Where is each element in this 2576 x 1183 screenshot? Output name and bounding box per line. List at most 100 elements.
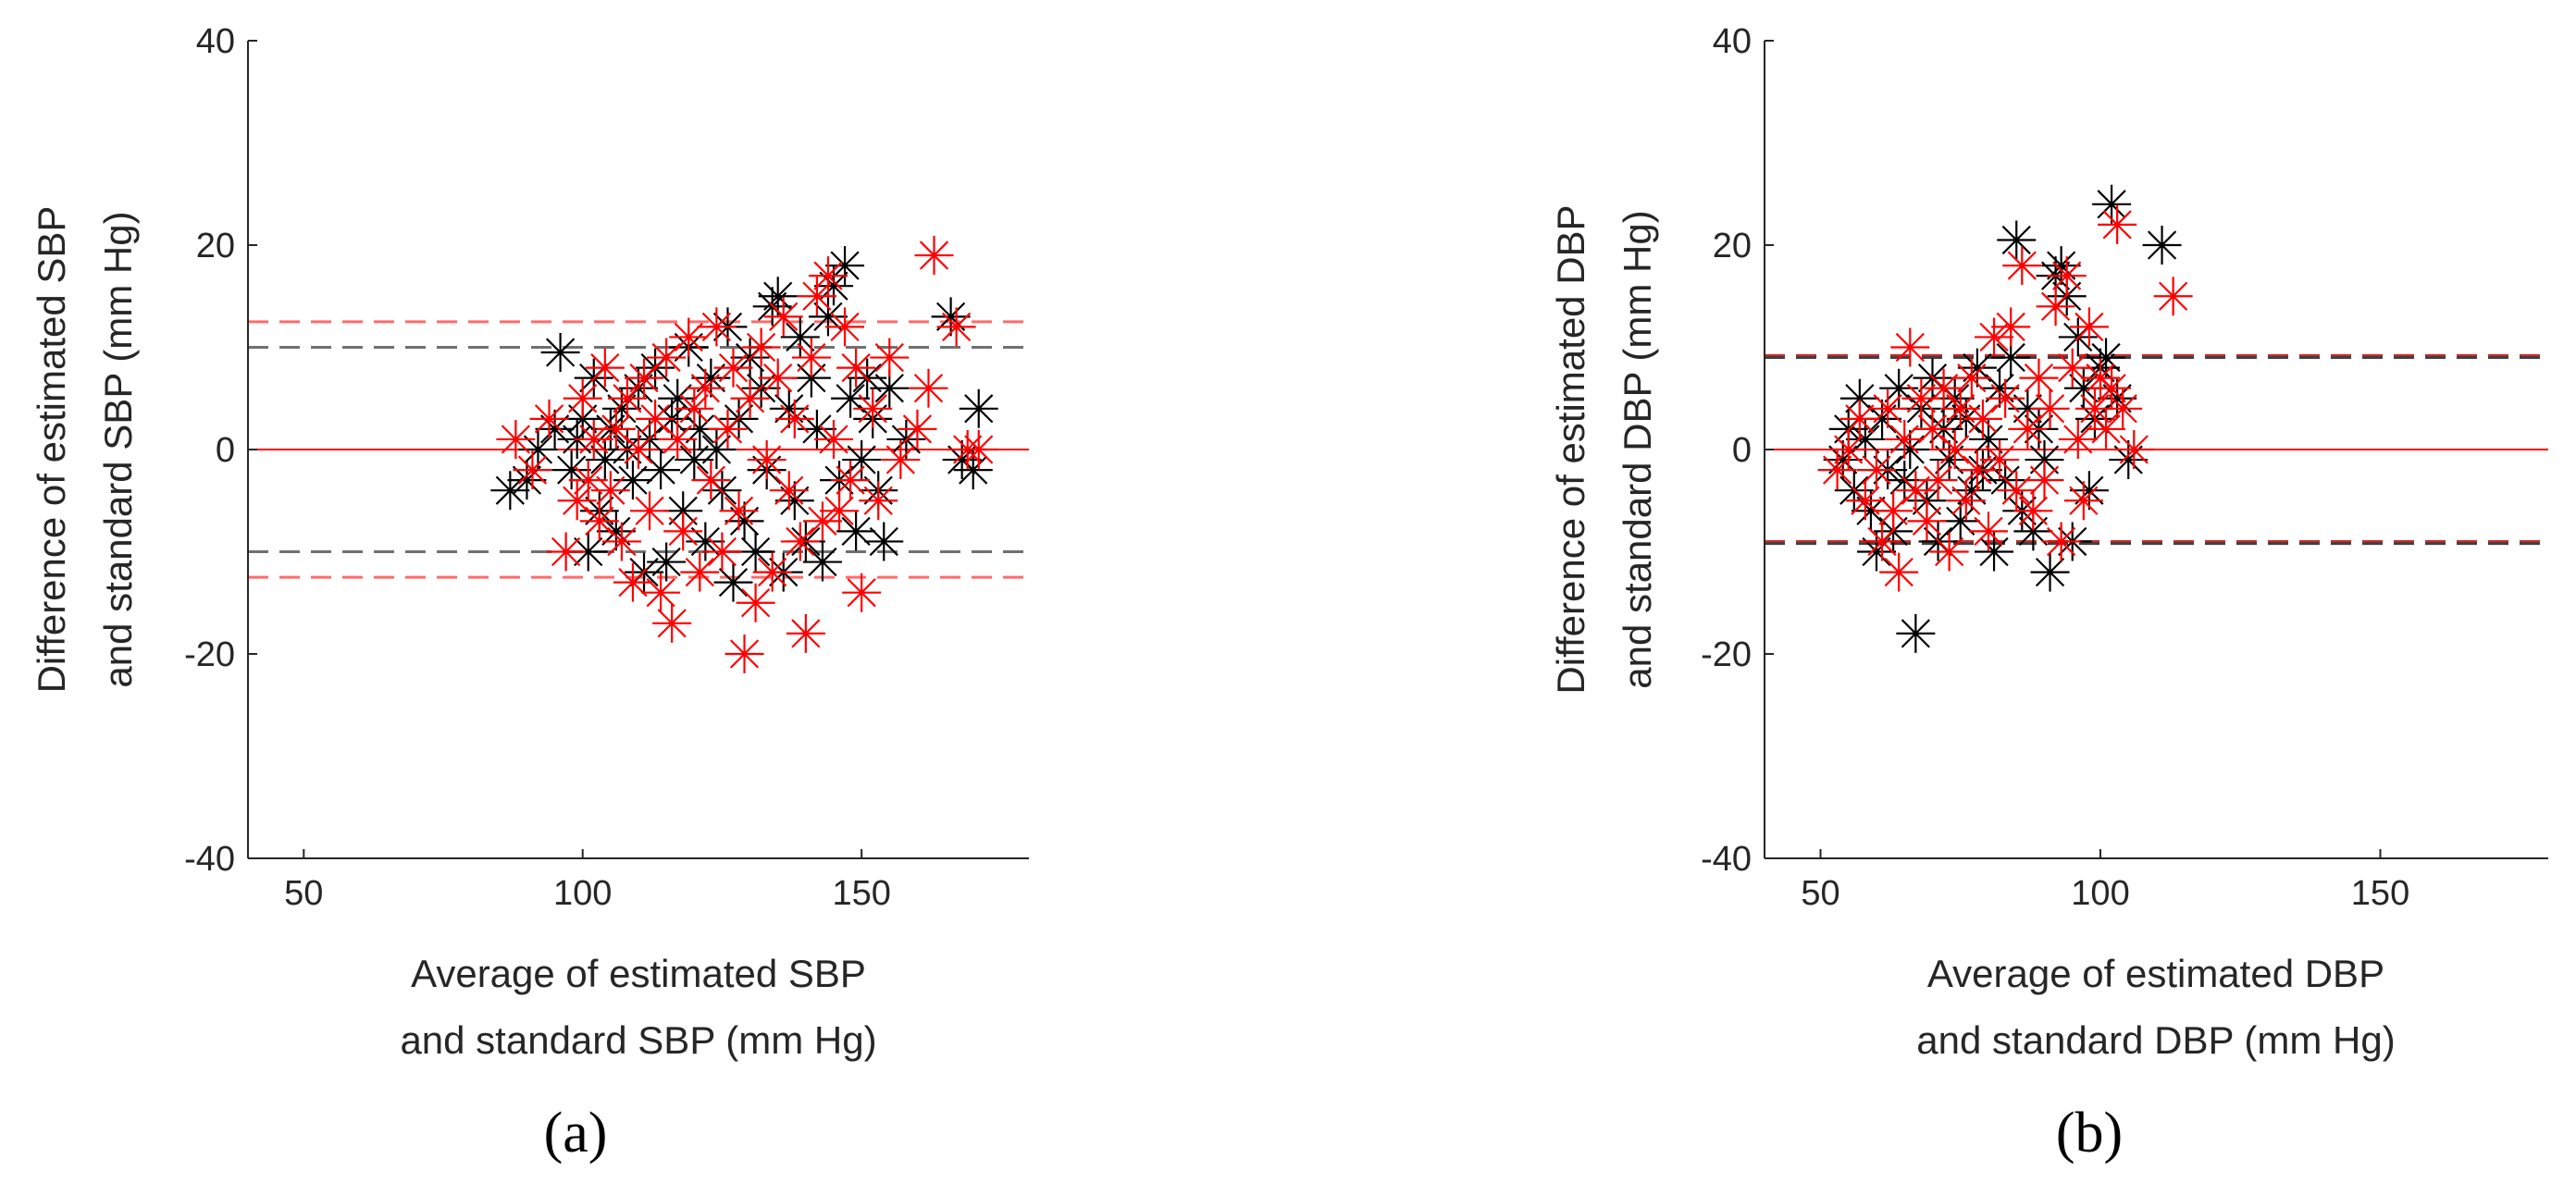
panel-a-black-point-61 [864,522,904,561]
panel-a-black-point-16 [613,461,652,500]
panel-a-black-point-7 [563,399,602,438]
panel-b-black-point-24 [1957,348,1997,388]
panel-b-red-point-9 [1885,419,1925,459]
panel-a-red-point-56 [853,388,893,428]
panel-a-red-point-49 [808,256,848,296]
panel-b-red-point-29 [1997,471,2037,511]
panel-a-black-point-57 [842,440,882,480]
panel-b-y-tick-label: 40 [1713,22,1752,61]
panel-a-red-point-4 [557,481,597,521]
panel-a-black-point-25 [663,491,703,531]
panel-a-red-point-51 [820,491,860,531]
panel-b-red-point-26 [1980,440,2020,480]
panel-a-red-point-57 [859,481,898,521]
panel-a-red-point-60 [898,409,937,449]
panel-a-black-point-13 [596,511,636,551]
panel-b-black-point-13 [1896,613,1936,653]
panel-a-black-point-14 [601,388,641,428]
panel-a-red-point-1 [513,450,552,490]
panel-a-black-point-36 [724,501,764,541]
panel-b-black-point-19 [1929,440,1969,480]
panel-b-y-tick-label: -20 [1701,635,1752,674]
panel-a-red-point-39 [752,552,792,592]
panel-b-black-point-26 [1969,419,2008,459]
panel-a-black-point-52 [814,266,853,306]
panel-b-red-point-4 [1857,450,1896,490]
panel-a-red-point-54 [836,348,876,388]
panel-b-black-point-37 [2030,552,2070,592]
panel-a-y-tick-label: 20 [196,227,235,265]
panel-a-black-point-30 [691,358,731,398]
panel-a-red-point-46 [791,338,831,377]
panel-b-x-label-line2: and standard DBP (mm Hg) [1916,1018,2395,1062]
panel-b-red-point-48 [2103,388,2143,428]
panel-b-red-point-13 [1907,501,1947,541]
panel-a-red-point-26 [680,552,720,592]
panel-b-red-point-50 [2153,277,2193,316]
panel-a-black-point-1 [507,461,547,500]
panel-b-red-point-43 [2074,388,2114,428]
panel-a-black-point-45 [774,481,814,521]
panel-b-red-point-12 [1901,378,1941,418]
panel-a-black-point-4 [540,333,580,373]
panel-b-black-point-3 [1839,378,1879,418]
panel-b-black-point-21 [1940,501,1980,541]
panel-b-red-point-18 [1935,430,1975,469]
panel-b-y-label-line2: and standard DBP (mm Hg) [1616,210,1659,688]
panel-a-red-point-31 [708,409,748,449]
panel-b-red-point-19 [1940,388,1980,428]
panel-b-red-point-2 [1839,399,1879,438]
panel-a-black-point-22 [647,542,687,582]
panel-b-red-point-36 [2036,287,2075,327]
panel-a-red-point-18 [636,399,675,438]
panel-b-black-point-10 [1879,368,1919,408]
panel-b-x-tick-label: 150 [2351,874,2409,913]
panel-b-red-point-22 [1957,450,1997,490]
panel-a-x-label-line1: Average of estimated SBP [411,952,866,995]
panel-a-red-point-19 [641,573,681,612]
panel-a-red-point-13 [607,378,647,418]
panel-a-red-point-55 [842,573,882,612]
panel-a-red-point-23 [663,511,703,551]
panel-a-black-point-62 [870,368,910,408]
panel-a-red-point-0 [496,419,536,459]
panel-a-red-point-52 [825,307,865,347]
panel-a-red-point-29 [697,307,737,347]
panel-b-red-point-1 [1828,430,1868,469]
panel-a-black-point-51 [808,297,848,337]
panel-a-black-point-46 [780,317,820,357]
panel-a-red-point-53 [831,461,871,500]
panel-a-red-point-30 [702,532,742,572]
panel-a-plot-area [248,236,1029,673]
panel-a-red-point-22 [658,419,698,459]
panel-b-black-point-43 [2063,368,2103,408]
panel-a-y-tick-label: -40 [184,840,235,879]
panel-b-red-point-38 [2047,256,2087,296]
panel-b-black-point-6 [1857,532,1896,572]
panel-a-black-point-55 [831,378,871,418]
panel-b-red-point-49 [2114,430,2154,469]
panel-b-red-point-3 [1845,481,1885,521]
panel-a-red-point-61 [909,368,948,408]
panel-b-red-point-25 [1975,317,2014,357]
panel-b-black-point-28 [1980,368,2020,408]
panel-a-red-point-10 [590,471,630,511]
panel-a-red-point-14 [613,562,652,602]
panel-b-dbp: -40 -20 0 20 40 50 100 150 Average of estimated… [1549,22,2548,1165]
panel-a-red-point-7 [574,419,613,459]
panel-a-black-point-64 [931,297,971,337]
panel-b-red-point-11 [1896,471,1936,511]
panel-b-red-point-14 [1913,409,1952,449]
panel-b-black-point-30 [1991,338,2031,377]
panel-a-red-point-25 [675,388,714,428]
panel-a-black-point-42 [758,277,798,316]
panel-a-black-point-31 [697,430,737,469]
panel-a-black-point-0 [490,471,530,511]
panel-a-black-point-2 [518,430,558,469]
panel-a-black-point-44 [769,388,809,428]
panel-b-red-point-33 [2019,358,2059,398]
panel-a-black-point-8 [568,532,608,572]
panel-b-black-point-7 [1863,399,1902,438]
panel-b-red-point-46 [2092,368,2132,408]
panel-b-black-point-34 [2013,511,2053,551]
